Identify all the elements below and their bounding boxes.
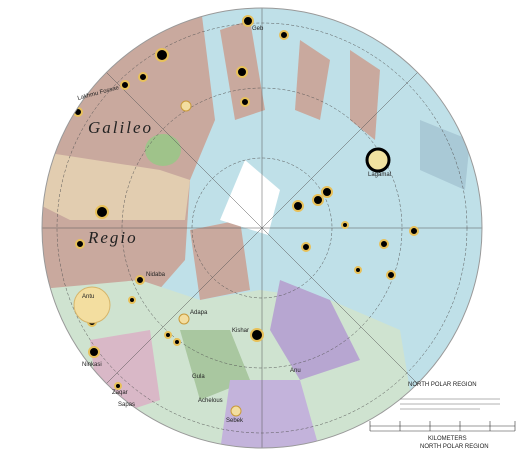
map-edge bbox=[41, 7, 483, 449]
feature-label: Geb bbox=[252, 26, 264, 32]
feature-label: Antu bbox=[82, 294, 94, 300]
feature-label: Sapas bbox=[118, 402, 135, 408]
feature-label: Kishar bbox=[232, 328, 249, 334]
legend-title: NORTH POLAR REGION bbox=[408, 382, 477, 388]
feature-label: Ninkasi bbox=[82, 362, 102, 368]
feature-label: Gula bbox=[192, 374, 205, 380]
feature-label: Zaqar bbox=[112, 390, 128, 396]
feature-label: Sebek bbox=[226, 418, 244, 424]
region-label: Galileo bbox=[88, 118, 153, 137]
feature-label: Lagamal bbox=[368, 172, 391, 178]
feature-label: Anu bbox=[290, 368, 301, 374]
scale-bar bbox=[369, 421, 516, 432]
feature-label: Nidaba bbox=[146, 272, 166, 278]
feature-label: Adapa bbox=[190, 310, 208, 316]
legend-notes bbox=[400, 398, 500, 410]
feature-label: Achelous bbox=[198, 398, 223, 404]
region-label: Regio bbox=[87, 228, 138, 247]
scale-unit: KILOMETERS bbox=[428, 436, 467, 442]
legend-caption: NORTH POLAR REGION bbox=[420, 444, 489, 450]
